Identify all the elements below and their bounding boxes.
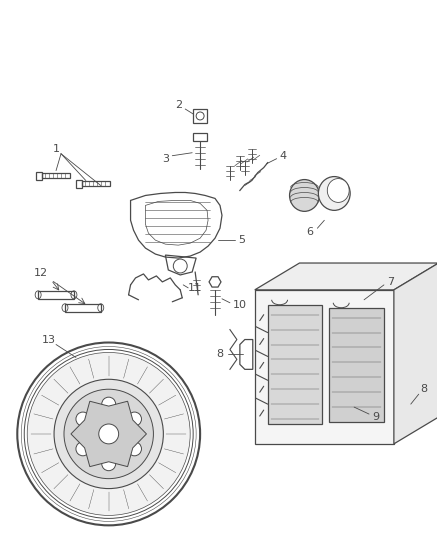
Polygon shape bbox=[71, 401, 146, 466]
Circle shape bbox=[102, 457, 116, 471]
Text: 12: 12 bbox=[34, 268, 48, 278]
Text: 6: 6 bbox=[306, 227, 313, 237]
Text: 5: 5 bbox=[238, 235, 245, 245]
Circle shape bbox=[102, 397, 116, 411]
Circle shape bbox=[54, 379, 163, 489]
Polygon shape bbox=[394, 263, 438, 444]
Text: 13: 13 bbox=[42, 335, 56, 344]
Circle shape bbox=[99, 424, 119, 444]
Text: 7: 7 bbox=[387, 277, 395, 287]
Polygon shape bbox=[329, 308, 384, 422]
Circle shape bbox=[127, 442, 141, 456]
Circle shape bbox=[27, 352, 190, 515]
Text: 4: 4 bbox=[279, 151, 286, 161]
Circle shape bbox=[76, 412, 90, 426]
Polygon shape bbox=[255, 290, 394, 444]
Ellipse shape bbox=[290, 180, 319, 212]
Polygon shape bbox=[255, 263, 438, 290]
Text: 2: 2 bbox=[175, 100, 182, 110]
Ellipse shape bbox=[327, 179, 349, 203]
Text: 3: 3 bbox=[162, 154, 169, 164]
Text: 8: 8 bbox=[216, 350, 223, 359]
Text: 8: 8 bbox=[420, 384, 427, 394]
Text: 9: 9 bbox=[372, 412, 380, 422]
Circle shape bbox=[127, 412, 141, 426]
Text: 11: 11 bbox=[188, 283, 202, 293]
Text: 1: 1 bbox=[53, 144, 60, 154]
Text: 10: 10 bbox=[233, 300, 247, 310]
Circle shape bbox=[64, 389, 153, 479]
Polygon shape bbox=[268, 305, 322, 424]
Circle shape bbox=[76, 442, 90, 456]
Ellipse shape bbox=[318, 176, 350, 211]
